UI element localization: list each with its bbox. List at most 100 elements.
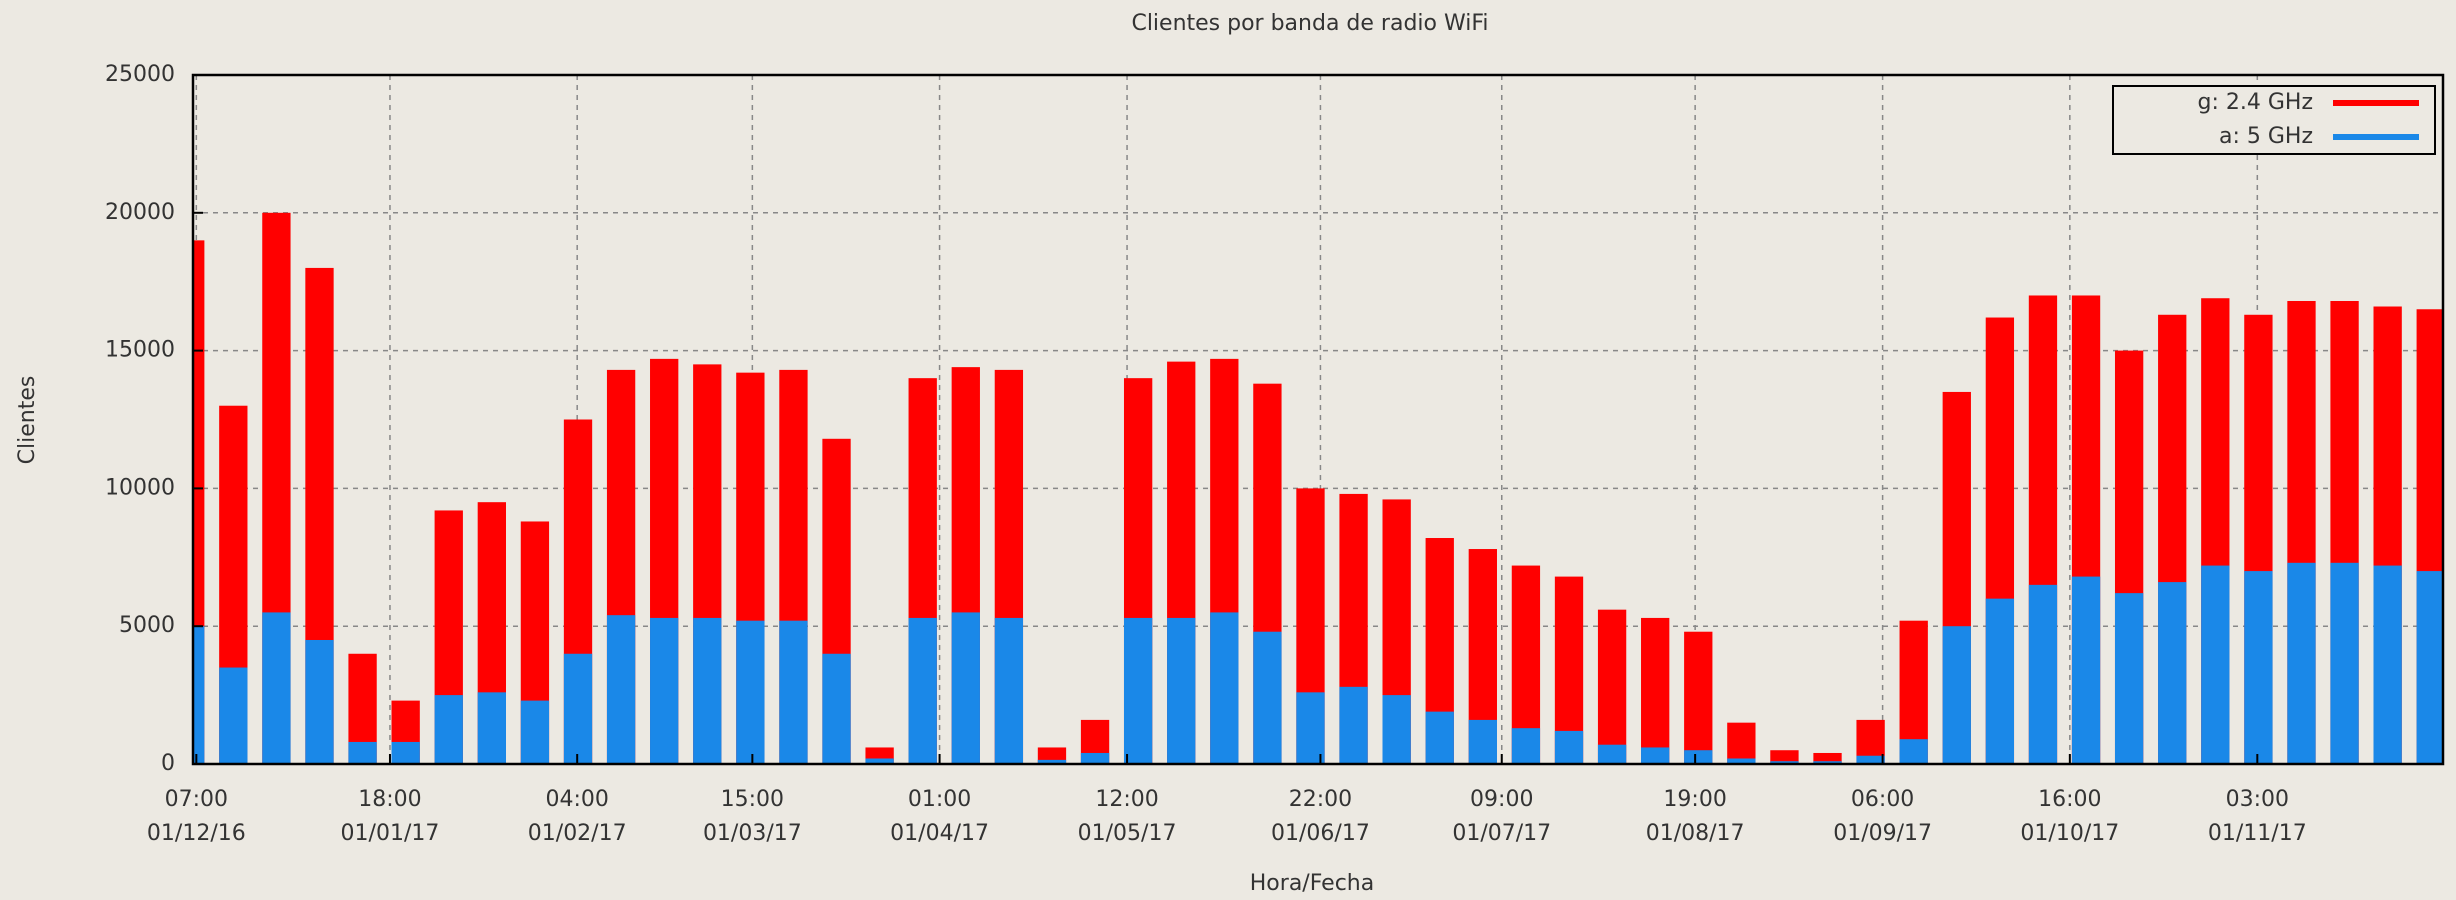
bar [1597, 609, 1627, 764]
bar [994, 617, 1024, 764]
y-tick-label: 10000 [105, 475, 175, 500]
x-tick-label: 01/06/17 [1271, 821, 1370, 846]
bar [1123, 617, 1153, 764]
bar [2244, 571, 2273, 764]
bar [1425, 711, 1454, 764]
bar [1296, 692, 1325, 764]
bar [1684, 750, 1713, 764]
bar [1856, 755, 1885, 764]
bar [1727, 722, 1756, 764]
bar [650, 617, 679, 764]
bar [2114, 593, 2144, 764]
bar [1511, 728, 1541, 764]
bar [1770, 761, 1799, 764]
bar [1770, 750, 1799, 764]
x-tick-label: 01/12/16 [147, 821, 246, 846]
bar [822, 653, 851, 764]
bar [1554, 730, 1584, 764]
legend-label: a: 5 GHz [2219, 124, 2313, 149]
bar [2201, 565, 2230, 764]
y-tick-label: 15000 [105, 338, 175, 363]
bar [2071, 576, 2101, 764]
y-tick-label: 20000 [105, 200, 175, 225]
bar [1813, 752, 1842, 764]
x-tick-label: 19:00 [1663, 787, 1726, 812]
x-tick-label: 03:00 [2226, 787, 2289, 812]
x-tick-label: 01/02/17 [528, 821, 627, 846]
bar [520, 700, 550, 764]
bar [779, 620, 808, 764]
bar [2330, 562, 2359, 764]
x-tick-label: 04:00 [545, 787, 608, 812]
bar [2158, 582, 2187, 764]
bar [1641, 617, 1670, 764]
bar [391, 741, 420, 764]
bar [693, 617, 722, 764]
bar [305, 639, 334, 764]
bar [193, 626, 205, 764]
bar [2373, 565, 2402, 764]
x-tick-label: 01/04/17 [890, 821, 989, 846]
bar [951, 612, 980, 764]
x-tick-label: 15:00 [721, 787, 784, 812]
bar [1641, 747, 1670, 764]
legend-box [2112, 85, 2436, 155]
x-tick-label: 06:00 [1851, 787, 1914, 812]
x-tick-label: 18:00 [358, 787, 421, 812]
bar [348, 741, 377, 764]
bar [1037, 747, 1067, 764]
bar [1684, 631, 1713, 764]
y-tick-label: 25000 [105, 62, 175, 87]
bar [1727, 758, 1756, 764]
bar [2416, 571, 2443, 764]
bar [1899, 739, 1928, 764]
bar [2287, 562, 2316, 764]
x-tick-label: 12:00 [1095, 787, 1158, 812]
x-tick-label: 22:00 [1289, 787, 1352, 812]
x-tick-label: 01/11/17 [2208, 821, 2307, 846]
bar [219, 667, 248, 764]
x-tick-label: 01/01/17 [341, 821, 440, 846]
bar [908, 617, 937, 764]
x-tick-label: 09:00 [1470, 787, 1533, 812]
bar [1985, 598, 2015, 764]
bar [1468, 719, 1497, 764]
chart-title: Clientes por banda de radio WiFi [1131, 11, 1488, 36]
bar [865, 758, 894, 764]
bar [1382, 695, 1411, 764]
plot-frame [191, 73, 2445, 766]
bar [434, 695, 463, 764]
x-tick-label: 16:00 [2038, 787, 2101, 812]
x-axis-label: Hora/Fecha [1250, 871, 1374, 896]
bar [1339, 686, 1368, 764]
bar [1597, 744, 1627, 764]
x-tick-label: 01/05/17 [1078, 821, 1177, 846]
x-tick-label: 01/10/17 [2020, 821, 2119, 846]
bar [2028, 584, 2058, 764]
bar [1253, 631, 1282, 764]
bar [193, 240, 205, 764]
plot-area [193, 212, 2443, 764]
x-tick-label: 07:00 [165, 787, 228, 812]
bar [1037, 759, 1067, 764]
x-tick-label: 01/08/17 [1646, 821, 1745, 846]
bar [1813, 761, 1842, 764]
x-tick-label: 01/09/17 [1833, 821, 1932, 846]
bar [1080, 752, 1110, 764]
bar [736, 620, 765, 764]
bar [1210, 612, 1239, 764]
bar [1167, 617, 1196, 764]
x-tick-label: 01:00 [908, 787, 971, 812]
bar [606, 615, 636, 764]
bar [1942, 626, 1971, 764]
y-tick-label: 5000 [119, 613, 175, 638]
y-axis-label: Clientes [15, 376, 40, 465]
bar [477, 692, 506, 764]
bar [262, 612, 291, 764]
x-tick-label: 01/07/17 [1452, 821, 1551, 846]
y-tick-label: 0 [161, 751, 175, 776]
legend-label: g: 2.4 GHz [2198, 90, 2314, 115]
x-tick-label: 01/03/17 [703, 821, 802, 846]
bar [563, 653, 593, 764]
